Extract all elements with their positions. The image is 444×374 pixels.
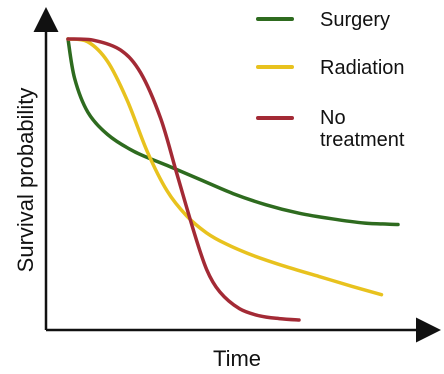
series-line-surgery bbox=[66, 37, 400, 227]
series-layer bbox=[66, 37, 400, 322]
legend-label-surgery: Surgery bbox=[320, 9, 390, 31]
y-axis-label: Survival probability bbox=[13, 88, 38, 273]
series-line-no-treatment bbox=[66, 37, 301, 322]
series-line-radiation bbox=[66, 37, 384, 297]
legend-label-no-treatment: No treatment bbox=[320, 107, 405, 151]
x-axis-label: Time bbox=[213, 346, 261, 371]
legend-label-radiation: Radiation bbox=[320, 57, 405, 79]
legend: Surgery Radiation No treatment bbox=[256, 9, 405, 151]
